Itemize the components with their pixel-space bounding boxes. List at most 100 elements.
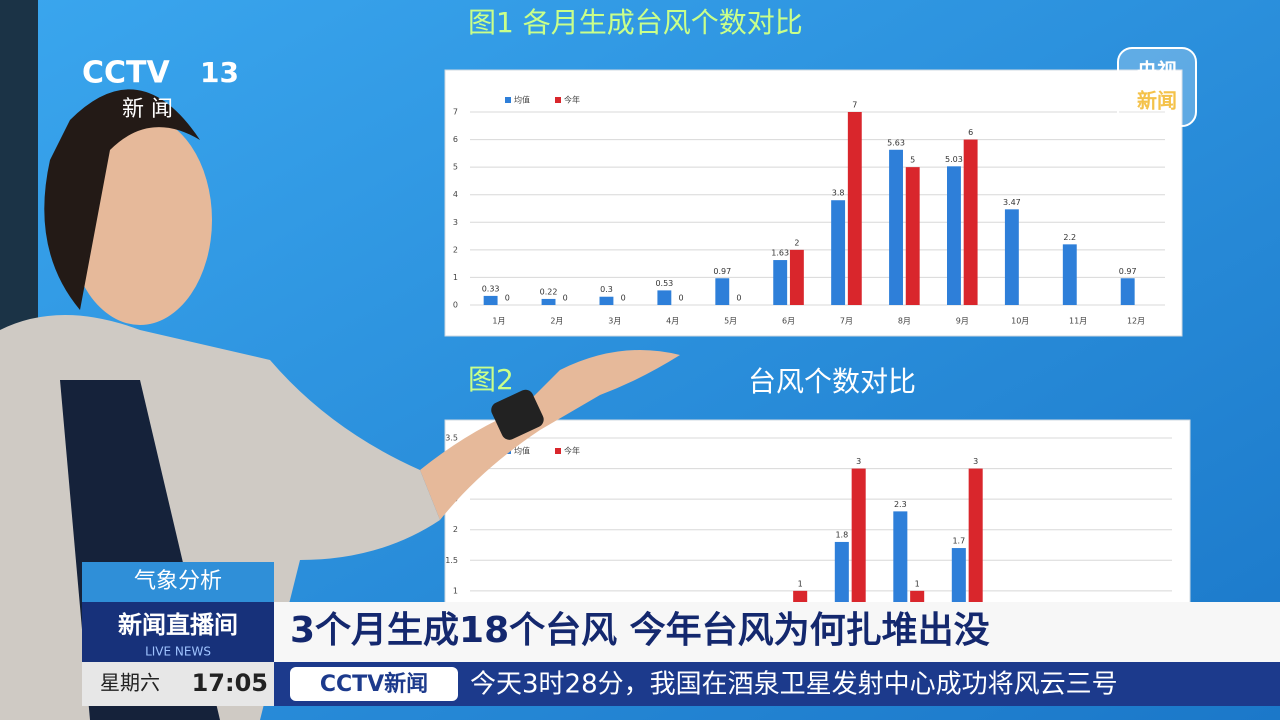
y-tick-label: 3.5 (445, 434, 458, 443)
bar (1004, 209, 1019, 305)
headline-box (274, 602, 1280, 662)
x-tick-label: 12月 (1127, 317, 1145, 326)
data-label: 0.22 (540, 287, 558, 296)
legend-label: 今年 (564, 446, 580, 456)
segment-label: 气象分析 (134, 569, 222, 594)
x-tick-label: 5月 (724, 317, 737, 326)
data-label: 5 (910, 156, 915, 165)
bar (483, 295, 498, 305)
chart-title: 台风个数对比 (748, 365, 916, 398)
corner-logo (1117, 47, 1197, 127)
data-label: 0.97 (713, 267, 731, 276)
data-label: 1 (798, 579, 803, 588)
ticker-logo-box (290, 667, 458, 701)
chart-panel (444, 69, 1183, 337)
data-label: 0.97 (1119, 267, 1137, 276)
data-label: 1.8 (835, 530, 848, 539)
x-tick-label: 8月 (898, 317, 911, 326)
y-tick-label: 4 (453, 190, 458, 199)
y-tick-label: 0 (453, 301, 458, 310)
chart-title-prefix: 图2 (468, 363, 514, 396)
y-tick-label: 6 (453, 135, 458, 144)
bar (831, 200, 846, 305)
data-label: 3.8 (832, 189, 845, 198)
program-label: 新闻直播间 (118, 611, 238, 639)
bar (715, 278, 730, 305)
data-label: 0.33 (482, 284, 500, 293)
corner-logo-text: 央视 (1137, 59, 1177, 83)
ticker: 今天3时28分，我国在酒泉卫星发射中心成功将风云三号 (470, 670, 1118, 700)
headline: 3个月生成18个台风 今年台风为何扎堆出没 (290, 610, 990, 651)
bar (889, 149, 903, 305)
legend-label: 均值 (514, 95, 530, 105)
weekday: 星期六 (100, 671, 160, 695)
program-sub: LIVE NEWS (145, 645, 211, 659)
bar (1120, 278, 1135, 305)
data-label: 1.7 (952, 537, 965, 546)
clock-box (82, 662, 274, 706)
data-label: 0.53 (655, 279, 673, 288)
data-label: 3 (856, 457, 861, 466)
legend-label: 今年 (564, 95, 580, 105)
data-label: 2 (794, 238, 799, 247)
data-label: 0 (736, 294, 741, 303)
x-tick-label: 3月 (608, 317, 621, 326)
chart-title: 图1 各月生成台风个数对比 (468, 6, 803, 39)
legend-swatch (555, 448, 561, 454)
x-tick-label: 9月 (956, 317, 969, 326)
x-tick-label: 6月 (782, 317, 795, 326)
y-tick-label: 5 (453, 163, 458, 172)
bar (541, 298, 556, 305)
y-tick-label: 2 (453, 245, 458, 254)
x-tick-label: 4月 (666, 317, 679, 326)
clock: 17:05 (192, 669, 268, 697)
data-label: 5.03 (945, 155, 963, 164)
x-tick-label: 1月 (492, 317, 505, 326)
y-tick-label: 2 (453, 525, 458, 534)
program-box (82, 602, 274, 662)
segment-box (82, 562, 274, 602)
data-label: 0 (505, 294, 510, 303)
channel-name: 新 闻 (122, 97, 173, 122)
bar (657, 290, 672, 305)
data-label: 2.3 (894, 500, 907, 509)
data-label: 5.63 (887, 138, 905, 147)
channel-logo: CCTV (82, 56, 170, 91)
data-label: 2.2 (1063, 233, 1076, 242)
y-tick-label: 1.5 (445, 556, 458, 565)
y-tick-label: 7 (453, 108, 458, 117)
bar (789, 249, 804, 305)
data-label: 1 (915, 579, 920, 588)
bar (947, 166, 961, 305)
data-label: 0.3 (600, 285, 613, 294)
x-tick-label: 11月 (1069, 317, 1087, 326)
bar (905, 167, 920, 305)
bar (963, 139, 978, 305)
data-label: 3 (973, 457, 978, 466)
corner-logo-text: 新闻 (1137, 89, 1177, 113)
data-label: 1.63 (771, 249, 789, 258)
bar (847, 112, 862, 305)
bar (1062, 244, 1077, 305)
x-tick-label: 7月 (840, 317, 853, 326)
legend-label: 均值 (514, 446, 530, 456)
y-tick-label: 1 (453, 586, 458, 595)
bar (773, 260, 788, 305)
data-label: 0 (621, 294, 626, 303)
data-label: 0 (563, 294, 568, 303)
y-tick-label: 3 (453, 218, 458, 227)
legend-swatch (505, 97, 511, 103)
data-label: 3.47 (1003, 198, 1021, 207)
legend-swatch (555, 97, 561, 103)
x-tick-label: 2月 (550, 317, 563, 326)
y-tick-label: 1 (453, 273, 458, 282)
x-tick-label: 10月 (1011, 317, 1029, 326)
channel-number: 13 (200, 56, 239, 89)
ticker-logo: CCTV新闻 (320, 671, 428, 697)
bar (599, 296, 614, 305)
data-label: 0 (679, 294, 684, 303)
data-label: 7 (852, 101, 857, 110)
chart-panel (444, 419, 1191, 621)
data-label: 6 (968, 128, 973, 137)
